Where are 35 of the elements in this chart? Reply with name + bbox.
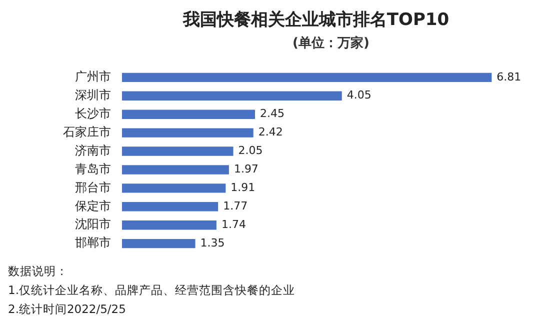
bar — [122, 146, 234, 156]
data-label: 2.45 — [260, 107, 284, 120]
bar — [122, 128, 254, 138]
data-label: 1.35 — [200, 236, 225, 250]
y-tick-label: 长沙市 — [75, 106, 111, 120]
data-label: 6.81 — [496, 70, 522, 84]
data-label: 4.05 — [346, 88, 372, 102]
data-label: 2.05 — [238, 144, 263, 158]
chart-subtitle: (单位：万家) — [292, 34, 370, 52]
bar — [122, 91, 342, 101]
data-label: 1.91 — [230, 181, 256, 194]
bar — [122, 72, 492, 82]
text: 1.仅统计企业名称、品牌产品、经营范围含快餐的企业 — [8, 282, 295, 299]
y-tick-label: 保定市 — [75, 198, 111, 213]
bar — [122, 202, 218, 212]
y-tick-label: 邯郸市 — [75, 236, 111, 250]
y-tick-label: 深圳市 — [75, 88, 111, 102]
data-label: 1.97 — [234, 162, 258, 176]
text: 数据说明： — [8, 263, 69, 280]
y-tick-label: 济南市 — [75, 143, 111, 158]
text: 2.统计时间2022/5/25 — [8, 301, 127, 318]
data-label: 1.74 — [221, 218, 246, 231]
bar — [122, 238, 196, 248]
y-tick-label: 沈阳市 — [75, 217, 111, 232]
bar — [122, 110, 255, 119]
y-tick-label: 石家庄市 — [63, 124, 111, 139]
bar — [122, 165, 229, 174]
bar — [122, 220, 216, 230]
y-tick-label: 广州市 — [75, 70, 111, 84]
data-label: 2.42 — [258, 126, 283, 139]
y-tick-label: 邢台市 — [75, 180, 111, 194]
y-tick-label: 青岛市 — [75, 162, 111, 176]
chart-title: 我国快餐相关企业城市排名TOP10 — [182, 9, 450, 31]
data-label: 1.77 — [223, 200, 248, 213]
bar — [122, 184, 226, 193]
